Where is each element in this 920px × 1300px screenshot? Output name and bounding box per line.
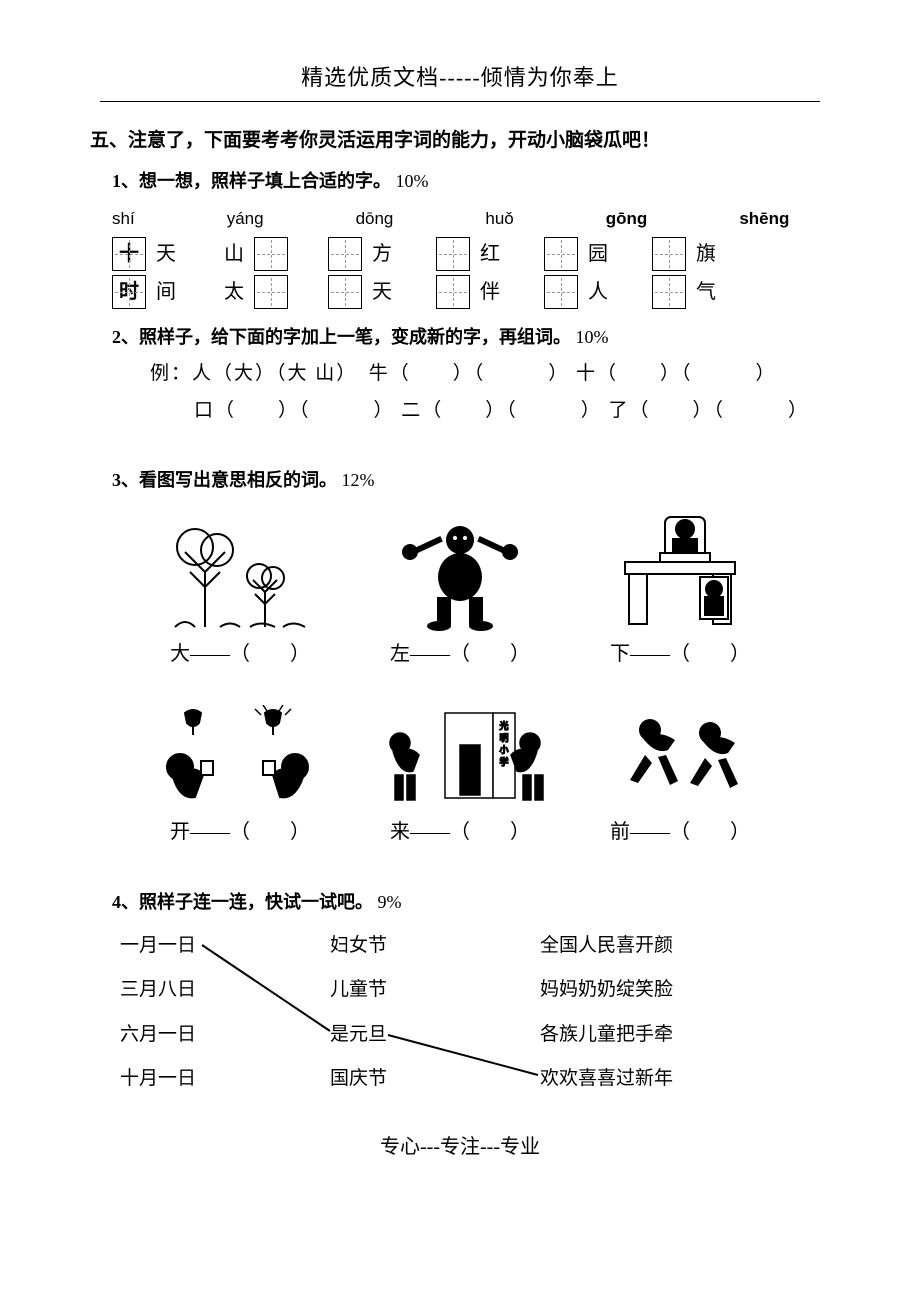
svg-text:学: 学: [499, 756, 508, 767]
ch-r2-4: 伴: [480, 276, 500, 308]
img-trees: 大——（ ）: [140, 512, 340, 670]
m3-3: 各族儿童把手牵: [540, 1020, 673, 1050]
img-desk: 下——（ ）: [580, 507, 780, 670]
exercise-3: 3、看图写出意思相反的词。 12%: [112, 466, 830, 495]
box-r1-3: [328, 237, 362, 271]
exercise-3-score: 12%: [342, 470, 375, 490]
match-col-1: 一月一日 三月八日 六月一日 十月一日: [120, 931, 196, 1095]
box-r2-3: [328, 275, 362, 309]
ex2-line-1: 例：人（大）（大 山） 牛（ ）（ ） 十（ ）（ ）: [150, 359, 830, 389]
box-r2-5: [544, 275, 578, 309]
ans-front: 前——（ ）: [580, 816, 780, 848]
pinyin-4: huǒ: [485, 205, 513, 232]
weightlifter-icon: [395, 512, 525, 632]
school-icon: 光 明 小 学: [365, 705, 555, 810]
m2-3: 是元旦: [330, 1020, 387, 1050]
m1-4: 十月一日: [120, 1064, 196, 1094]
image-row-1: 大——（ ） 左——（ ）: [130, 507, 790, 670]
image-row-2: 开——（ ） 光 明 小 学 来——（ ）: [130, 705, 790, 848]
box-r1-4: [436, 237, 470, 271]
img-switch: 开——（ ）: [140, 705, 340, 848]
pre-r1-2: 山: [224, 238, 244, 270]
ans-open: 开——（ ）: [140, 816, 340, 848]
pinyin-2: yáng: [227, 205, 264, 232]
pinyin-row: shí yáng dōng huǒ gōng shēng: [112, 205, 830, 232]
box-r1-2: [254, 237, 288, 271]
char-row-1: 十 天 山 方 红 园 旗: [112, 237, 830, 271]
box-r2-6: [652, 275, 686, 309]
ch-r1-6: 旗: [696, 238, 716, 270]
m3-4: 欢欢喜喜过新年: [540, 1064, 673, 1094]
pinyin-6: shēng: [739, 205, 789, 232]
box-r2-4: [436, 275, 470, 309]
char-row-2: 时 间 太 天 伴 人 气: [112, 275, 830, 309]
header-underline: [100, 101, 820, 102]
img-weightlifter: 左——（ ）: [360, 512, 560, 670]
page-header: 精选优质文档-----倾情为你奉上: [90, 60, 830, 99]
m1-3: 六月一日: [120, 1020, 196, 1050]
m2-1: 妇女节: [330, 931, 387, 961]
match-col-2: 妇女节 儿童节 是元旦 国庆节: [330, 931, 387, 1095]
pre-r2-2: 太: [224, 276, 244, 308]
exercise-4-score: 9%: [378, 892, 402, 912]
svg-text:光: 光: [499, 720, 508, 731]
m3-2: 妈妈奶奶绽笑脸: [540, 975, 673, 1005]
exercise-4-title: 4、照样子连一连，快试一试吧。: [112, 892, 373, 912]
ch-r1-1: 天: [156, 238, 176, 270]
ch-r2-1: 间: [156, 276, 176, 308]
running-icon: [600, 705, 760, 810]
ans-left: 左——（ ）: [360, 638, 560, 670]
ch-r2-6: 气: [696, 276, 716, 308]
m3-1: 全国人民喜开颜: [540, 931, 673, 961]
exercise-1: 1、想一想，照样子填上合适的字。 10%: [112, 167, 830, 196]
exercise-2: 2、照样子，给下面的字加上一笔，变成新的字，再组词。 10%: [112, 323, 830, 352]
m2-4: 国庆节: [330, 1064, 387, 1094]
exercise-2-lines: 例：人（大）（大 山） 牛（ ）（ ） 十（ ）（ ） 口（ ）（ ） 二（ ）…: [150, 359, 830, 426]
svg-text:明: 明: [499, 733, 508, 743]
exercise-2-score: 10%: [576, 327, 609, 347]
ch-r1-5: 园: [588, 238, 608, 270]
m2-2: 儿童节: [330, 975, 387, 1005]
box-r1-6: [652, 237, 686, 271]
box-r2-1: 时: [112, 275, 146, 309]
ch-r2-5: 人: [588, 276, 608, 308]
img-school: 光 明 小 学 来——（ ）: [360, 705, 560, 848]
exercise-3-title: 3、看图写出意思相反的词。: [112, 470, 337, 490]
ch-r1-4: 红: [480, 238, 500, 270]
box-r1-5: [544, 237, 578, 271]
ans-down: 下——（ ）: [580, 638, 780, 670]
matching-area: 一月一日 三月八日 六月一日 十月一日 妇女节 儿童节 是元旦 国庆节 全国人民…: [120, 931, 820, 1101]
desk-icon: [605, 507, 755, 632]
exercise-4: 4、照样子连一连，快试一试吧。 9%: [112, 888, 830, 917]
ch-r2-3: 天: [372, 276, 392, 308]
section-5-title: 五、注意了，下面要考考你灵活运用字词的能力，开动小脑袋瓜吧！: [90, 126, 830, 156]
match-col-3: 全国人民喜开颜 妈妈奶奶绽笑脸 各族儿童把手牵 欢欢喜喜过新年: [540, 931, 673, 1095]
ans-big: 大——（ ）: [140, 638, 340, 670]
ch-r1-3: 方: [372, 238, 392, 270]
page-footer: 专心---专注---专业: [90, 1131, 830, 1163]
trees-icon: [165, 512, 315, 632]
svg-text:小: 小: [499, 745, 508, 755]
box-r2-2: [254, 275, 288, 309]
pinyin-1: shí: [112, 205, 135, 232]
m1-1: 一月一日: [120, 931, 196, 961]
m1-2: 三月八日: [120, 975, 196, 1005]
pinyin-5: gōng: [606, 205, 648, 232]
box-r1-1: 十: [112, 237, 146, 271]
ans-come: 来——（ ）: [360, 816, 560, 848]
ex2-line-2: 口（ ）（ ） 二（ ）（ ） 了（ ）（ ）: [194, 396, 830, 426]
char-grid: 十 天 山 方 红 园 旗 时 间 太 天 伴 人 气: [112, 237, 830, 309]
exercise-1-title: 1、想一想，照样子填上合适的字。: [112, 171, 391, 191]
img-running: 前——（ ）: [580, 705, 780, 848]
match-lines: [120, 931, 820, 1101]
pinyin-3: dōng: [356, 205, 394, 232]
exercise-1-score: 10%: [396, 171, 429, 191]
switch-icon: [155, 705, 325, 810]
exercise-2-title: 2、照样子，给下面的字加上一笔，变成新的字，再组词。: [112, 327, 571, 347]
